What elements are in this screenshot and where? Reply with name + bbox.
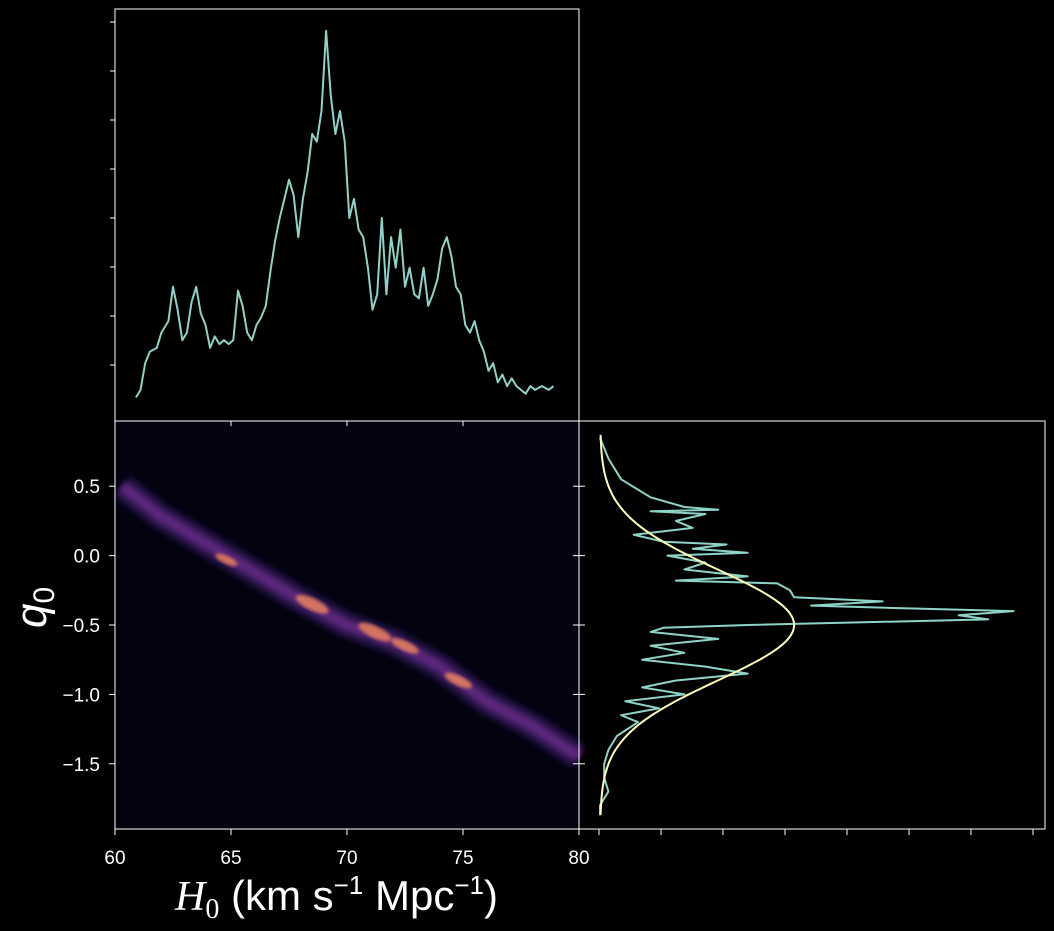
h0-marginal-frame bbox=[114, 8, 580, 422]
x-tick-label: 60 bbox=[104, 848, 125, 869]
y-axis-label: q0 bbox=[7, 587, 61, 628]
h0-marginal-panel bbox=[110, 8, 580, 422]
q0-marginal-panel bbox=[578, 420, 1046, 835]
y-tick-labels: 0.5 0.0 −0.5 −1.0 −1.5 bbox=[62, 477, 100, 776]
q0-histogram-line bbox=[599, 437, 1015, 816]
x-tick-label: 80 bbox=[568, 848, 589, 869]
x-tick-label: 70 bbox=[336, 848, 357, 869]
heatmap-hotspot bbox=[215, 553, 238, 567]
heatmap-hotspot bbox=[444, 672, 473, 689]
joint-heatmap-panel: 60 65 70 75 80 0.5 0.0 −0.5 −1.0 −1.5 bbox=[62, 420, 590, 869]
heatmap-hotspot bbox=[295, 594, 329, 614]
x-tick-labels: 60 65 70 75 80 bbox=[104, 848, 589, 869]
q0-gaussian-fit-line bbox=[599, 434, 796, 816]
y-tick-label: −1.0 bbox=[62, 685, 100, 706]
x-tick-label: 65 bbox=[220, 848, 241, 869]
x-tick-label: 75 bbox=[452, 848, 473, 869]
heatmap-hotspot bbox=[358, 622, 392, 642]
h0-marginal-ticks bbox=[110, 21, 115, 366]
q0-marginal-frame bbox=[578, 420, 1046, 830]
x-axis-label: H0 (km s−1 Mpc−1) bbox=[174, 870, 498, 925]
q0-marginal-ticks bbox=[579, 485, 1034, 835]
heatmap-hotspot bbox=[391, 638, 419, 654]
y-tick-label: −0.5 bbox=[62, 616, 100, 637]
y-tick-label: 0.5 bbox=[74, 477, 100, 498]
heatmap-band bbox=[118, 481, 583, 762]
y-tick-label: 0.0 bbox=[74, 547, 100, 568]
h0-marginal-line bbox=[135, 29, 555, 399]
y-tick-label: −1.5 bbox=[62, 755, 100, 776]
heatmap-density bbox=[114, 475, 587, 768]
